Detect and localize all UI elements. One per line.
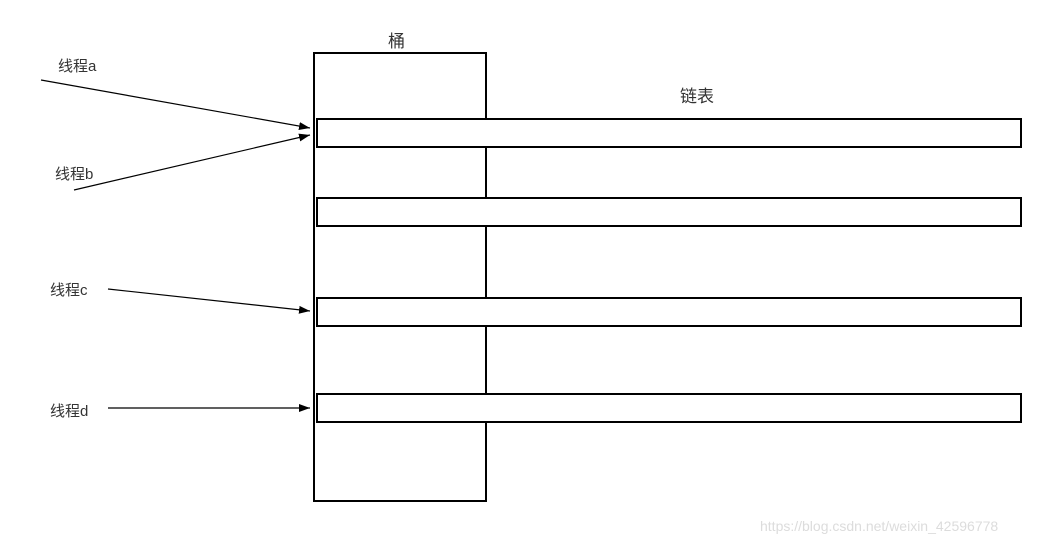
arrow-thread-a [41, 80, 310, 128]
thread-c-label: 线程c [50, 279, 88, 300]
thread-a-label: 线程a [58, 55, 96, 76]
arrow-thread-c [108, 289, 310, 311]
arrow-thread-b [74, 135, 310, 190]
bucket-header: 桶 [388, 27, 405, 52]
list-row [316, 297, 1022, 327]
list-row [316, 393, 1022, 423]
arrows-layer [0, 0, 1046, 539]
thread-d-label: 线程d [50, 400, 88, 421]
watermark-text: https://blog.csdn.net/weixin_42596778 [760, 518, 998, 534]
thread-b-label: 线程b [55, 163, 93, 184]
linked-list-header: 链表 [680, 82, 714, 107]
list-row [316, 197, 1022, 227]
list-row [316, 118, 1022, 148]
